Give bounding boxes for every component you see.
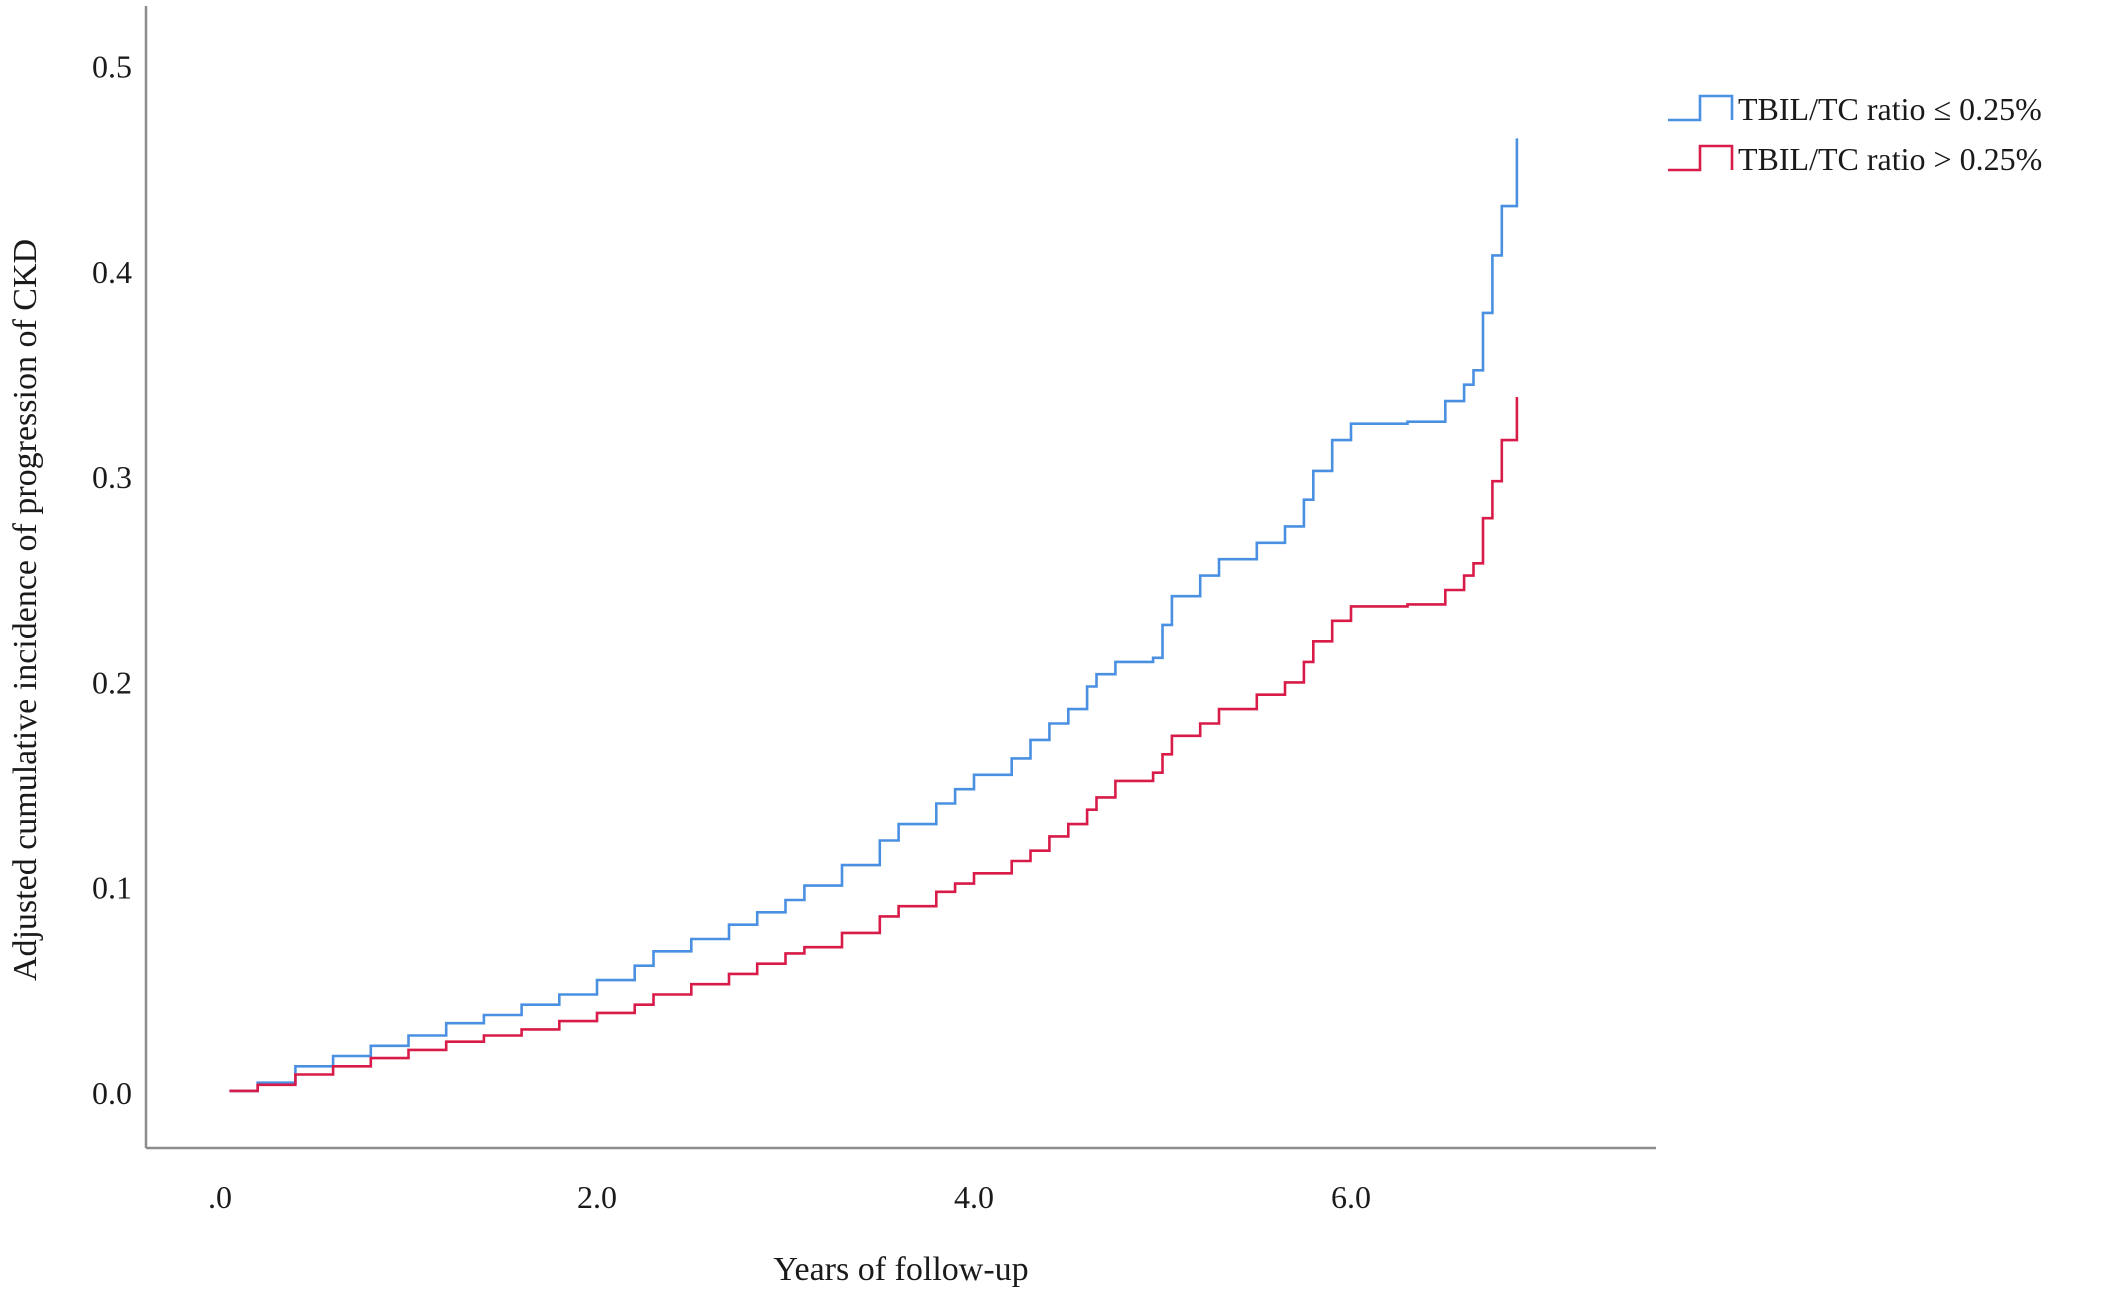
y-tick-label: 0.1 [92, 870, 132, 906]
y-tick-labels: 0.0 0.1 0.2 0.3 0.4 0.5 [92, 49, 132, 1112]
plot-area [229, 138, 1519, 1093]
y-tick-label: 0.4 [92, 254, 132, 290]
x-tick-labels: .0 2.0 4.0 6.0 [208, 1179, 1371, 1215]
x-tick-label: 2.0 [577, 1179, 617, 1215]
y-axis-title: Adjusted cumulative incidence of progres… [7, 239, 44, 981]
legend-label: TBIL/TC ratio > 0.25% [1738, 141, 2042, 177]
legend-label: TBIL/TC ratio ≤ 0.25% [1738, 91, 2042, 127]
y-tick-label: 0.3 [92, 459, 132, 495]
x-tick-label: 4.0 [954, 1179, 994, 1215]
legend-swatch [1668, 144, 1734, 172]
x-axis-title: Years of follow-up [773, 1251, 1028, 1288]
legend-swatch [1668, 94, 1734, 122]
y-tick-label: 0.0 [92, 1075, 132, 1111]
y-tick-label: 0.5 [92, 49, 132, 85]
series-line-high-ratio [229, 397, 1519, 1093]
y-tick-label: 0.2 [92, 664, 132, 700]
legend: TBIL/TC ratio ≤ 0.25% TBIL/TC ratio > 0.2… [1668, 91, 2042, 177]
x-tick-label: 6.0 [1331, 1179, 1371, 1215]
series-line-low-ratio [229, 138, 1519, 1093]
x-tick-label: .0 [208, 1179, 232, 1215]
